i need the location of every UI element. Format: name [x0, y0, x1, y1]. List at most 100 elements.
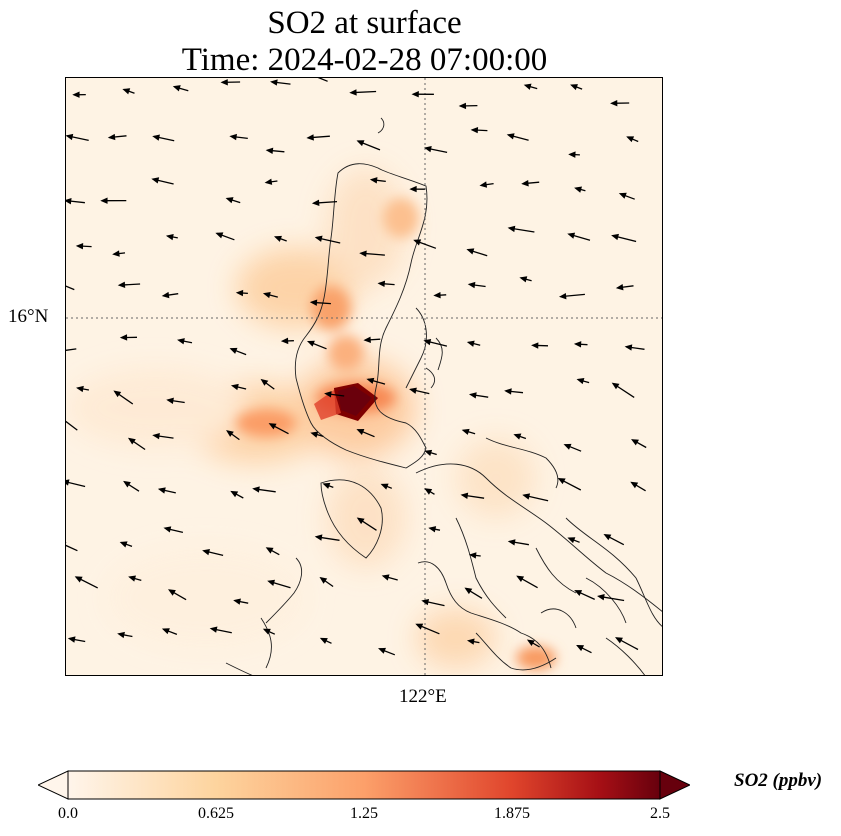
wind-vector-arrowhead	[112, 250, 120, 257]
wind-vector-arrowhead	[117, 281, 126, 289]
wind-vector-arrowhead	[363, 336, 371, 343]
wind-vector-arrowhead	[319, 637, 328, 644]
wind-vector-arrowhead	[356, 429, 365, 435]
wind-vector-arrowhead	[479, 181, 488, 188]
wind-vector-arrowhead	[310, 431, 319, 438]
wind-vector-arrowhead	[273, 235, 282, 242]
wind-vector-arrowhead	[369, 177, 378, 184]
wind-vector-arrowhead	[558, 292, 567, 300]
wind-vector-arrowhead	[161, 628, 170, 635]
map-subtitle-time: Time: 2024-02-28 07:00:00	[181, 42, 548, 78]
wind-vector-arrowhead	[322, 482, 331, 489]
wind-vector-arrowhead	[526, 639, 535, 646]
wind-vector-arrowhead	[626, 136, 635, 143]
wind-vector-arrowhead	[311, 199, 320, 207]
wind-vector-arrowhead	[428, 526, 437, 533]
wind-vector-arrowhead	[466, 638, 475, 645]
wind-vector-arrowhead	[165, 233, 174, 241]
wind-vector-arrowhead	[306, 134, 314, 141]
wind-vector-shaft	[66, 348, 77, 351]
wind-vector-arrowhead	[570, 84, 578, 91]
coastlines	[225, 117, 662, 675]
wind-vector-arrowhead	[265, 147, 274, 154]
wind-vector-arrowhead	[260, 378, 269, 386]
wind-vector-arrowhead	[163, 526, 172, 533]
wind-vector-arrowhead	[151, 177, 160, 184]
wind-vector-arrowhead	[516, 575, 525, 582]
wind-vector-arrowhead	[270, 79, 278, 86]
wind-vector-arrowhead	[366, 377, 375, 384]
wind-vector-arrowhead	[267, 579, 275, 586]
wind-vector-arrowhead	[161, 291, 170, 299]
map-title: SO2 at surface	[267, 5, 462, 41]
wind-vector-arrowhead	[380, 483, 389, 490]
colorbar-tick-label: 1.25	[350, 805, 378, 822]
colorbar	[38, 770, 690, 800]
wind-vector-arrowhead	[531, 342, 539, 349]
wind-vector-arrowhead	[172, 85, 181, 92]
wind-vector-arrowhead	[268, 423, 277, 430]
wind-vector-arrowhead	[235, 289, 244, 297]
wind-vector-arrowhead	[157, 487, 166, 494]
wind-vector-shaft	[66, 420, 78, 431]
wind-vector-arrowhead	[123, 480, 131, 488]
wind-vector-arrowhead	[423, 338, 432, 346]
wind-vector-arrowhead	[603, 534, 612, 541]
wind-vector-arrowhead	[421, 598, 430, 606]
wind-vector-arrowhead	[226, 430, 234, 437]
wind-vector-arrowhead	[119, 541, 128, 548]
wind-vector-arrowhead	[411, 90, 419, 98]
wind-vector-arrowhead	[567, 537, 576, 544]
wind-vector-arrowhead	[464, 587, 473, 595]
wind-vector-arrowhead	[568, 151, 576, 158]
wind-vector-arrowhead	[574, 590, 583, 596]
colorbar-tick-label: 1.875	[494, 805, 530, 822]
wind-vector-arrowhead	[122, 88, 131, 95]
wind-vector-arrowhead	[117, 631, 125, 639]
colorbar-extend-min	[38, 770, 69, 800]
wind-vector-arrowhead	[611, 233, 619, 241]
wind-vector-arrowhead	[356, 140, 365, 147]
so2-concentration-field	[66, 168, 556, 670]
wind-vector-arrowhead	[415, 623, 424, 630]
wind-vector-arrowhead	[467, 281, 476, 289]
wind-vector-arrowhead	[506, 133, 515, 140]
wind-vector-arrowhead	[72, 91, 80, 98]
wind-vector-arrowhead	[262, 628, 271, 635]
wind-vector-arrowhead	[152, 433, 160, 440]
wind-vector-shaft	[66, 481, 86, 488]
wind-vector-arrowhead	[280, 337, 289, 345]
wind-vector-arrowhead	[513, 433, 522, 440]
wind-vector-arrowhead	[597, 594, 605, 601]
wind-vector-arrowhead	[413, 239, 422, 246]
wind-vector-arrowhead	[610, 99, 618, 107]
wind-vector-arrowhead	[252, 486, 260, 493]
wind-vector-arrowhead	[127, 437, 136, 445]
wind-vector-arrowhead	[356, 517, 365, 525]
wind-vector-arrowhead	[519, 276, 528, 283]
wind-vector-arrowhead	[128, 575, 136, 582]
wind-vector-arrowhead	[202, 548, 210, 556]
wind-vector-arrowhead	[209, 626, 218, 633]
wind-vector-arrowhead	[378, 647, 386, 654]
wind-vector-arrowhead	[265, 547, 274, 554]
wind-vector-arrowhead	[264, 178, 273, 185]
wind-vector-arrowhead	[409, 387, 417, 394]
wind-vector-arrowhead	[225, 197, 234, 204]
wind-vector-arrowhead	[576, 644, 585, 652]
wind-vector-arrowhead	[324, 391, 332, 398]
map-canvas	[66, 78, 662, 675]
wind-vector-arrowhead	[460, 492, 469, 499]
wind-vector-arrowhead	[563, 443, 572, 450]
wind-vector-arrowhead	[507, 225, 516, 233]
wind-vector-arrowhead	[409, 185, 417, 193]
colorbar-gradient	[67, 770, 661, 800]
wind-vector-arrowhead	[507, 539, 516, 546]
wind-vector-arrowhead	[521, 180, 529, 187]
wind-vector-arrowhead	[76, 385, 84, 393]
wind-vector-arrowhead	[574, 186, 582, 193]
wind-vector-shaft	[66, 544, 78, 552]
wind-vector-arrowhead	[631, 439, 639, 446]
wind-vector-arrowhead	[461, 428, 470, 435]
wind-vector-shaft	[317, 78, 328, 82]
